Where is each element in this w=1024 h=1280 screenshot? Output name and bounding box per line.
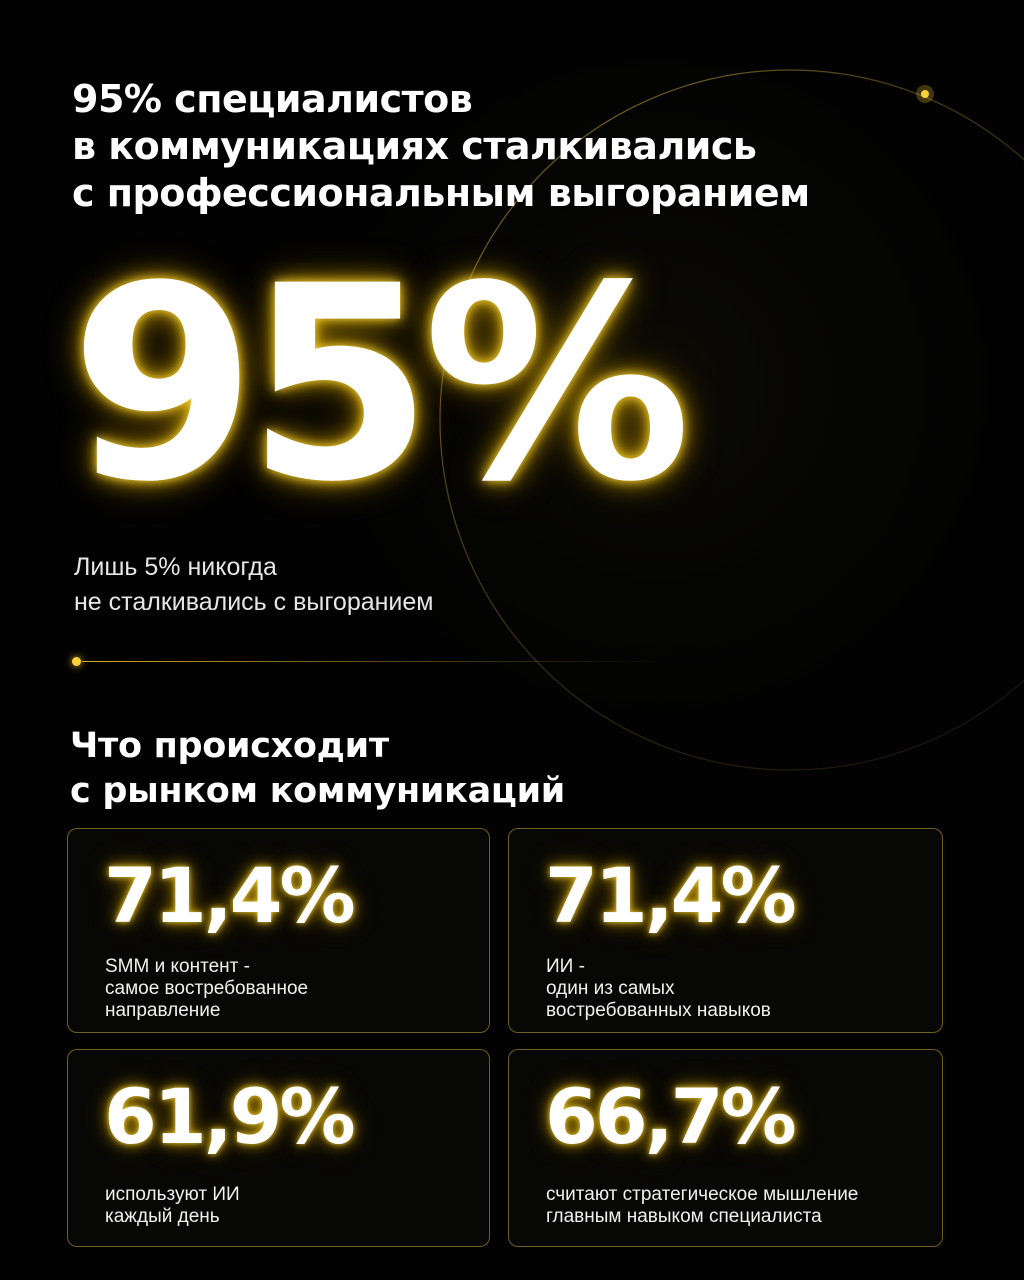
hero-note-line-1: Лишь 5% никогда	[74, 553, 277, 581]
stat-description: используют ИИ каждый день	[105, 1184, 240, 1228]
stat-value: 61,9%	[104, 1072, 356, 1161]
stat-description-line: SMM и контент -	[105, 956, 250, 977]
headline-line-1: 95% специалистов	[72, 77, 473, 121]
stat-description-line: используют ИИ	[105, 1184, 240, 1205]
divider-dot	[72, 657, 81, 666]
stat-value: 71,4%	[104, 851, 356, 940]
stat-description-line: востребованных навыков	[546, 1000, 771, 1021]
stat-description: ИИ - один из самых востребованных навыко…	[546, 956, 771, 1022]
stat-description-line: один из самых	[546, 978, 675, 999]
headline-line-3: с профессиональным выгоранием	[72, 171, 810, 215]
arc-dot	[921, 90, 929, 98]
stat-card-strategy: 66,7% считают стратегическое мышление гл…	[508, 1049, 943, 1247]
headline: 95% специалистов в коммуникациях сталкив…	[72, 76, 892, 217]
stat-value: 66,7%	[545, 1072, 797, 1161]
section-title-line-1: Что происходит	[70, 726, 389, 766]
stat-value: 71,4%	[545, 851, 797, 940]
stat-description-line: главным навыком специалиста	[546, 1206, 822, 1227]
hero-percentage: 95%	[70, 229, 691, 541]
stat-description-line: ИИ -	[546, 956, 585, 977]
stat-card-ai-daily: 61,9% используют ИИ каждый день	[67, 1049, 490, 1247]
divider-line	[82, 661, 662, 662]
stat-card-ai-skill: 71,4% ИИ - один из самых востребованных …	[508, 828, 943, 1033]
section-title-line-2: с рынком коммуникаций	[70, 771, 566, 811]
headline-line-2: в коммуникациях сталкивались	[72, 124, 757, 168]
stat-description-line: самое востребованное	[105, 978, 309, 999]
hero-note-line-2: не сталкивались с выгоранием	[74, 588, 434, 616]
hero-note: Лишь 5% никогда не сталкивались с выгора…	[74, 550, 434, 620]
stat-description: считают стратегическое мышление главным …	[546, 1184, 858, 1228]
stat-description-line: считают стратегическое мышление	[546, 1184, 859, 1205]
stat-card-smm: 71,4% SMM и контент - самое востребованн…	[67, 828, 490, 1033]
section-title: Что происходит с рынком коммуникаций	[70, 724, 565, 814]
stat-description-line: каждый день	[105, 1206, 220, 1227]
stat-description-line: направление	[105, 1000, 221, 1021]
stat-description: SMM и контент - самое востребованное нап…	[105, 956, 308, 1022]
